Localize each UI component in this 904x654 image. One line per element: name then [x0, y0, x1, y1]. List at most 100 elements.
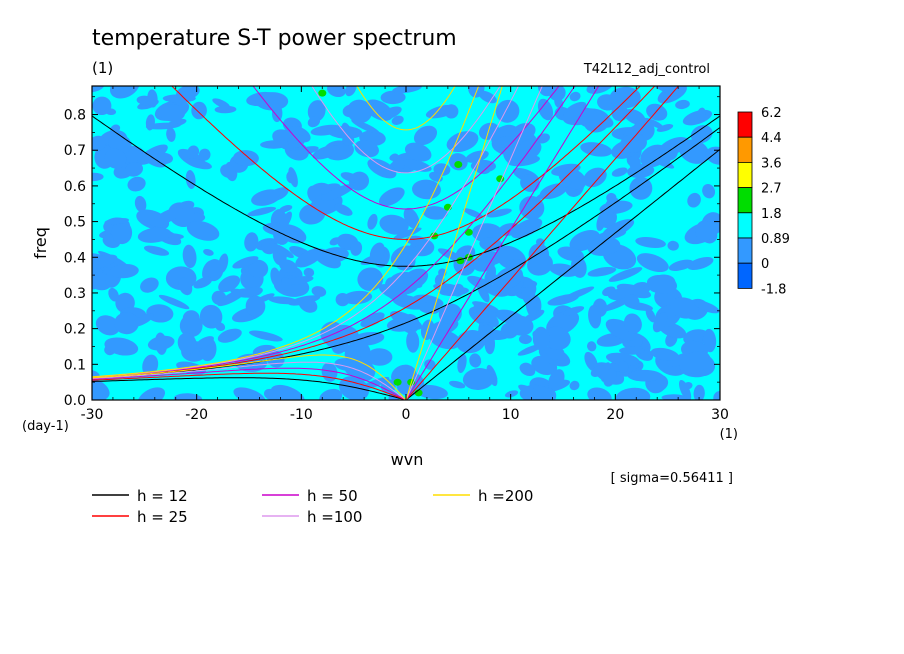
contour-patch-low [232, 256, 259, 269]
contour-patch-low [147, 335, 175, 351]
contour-patch-low [652, 312, 668, 333]
contour-patch-low [607, 202, 620, 214]
kelvin-curve [405, 86, 543, 400]
contour-patch-low [486, 208, 512, 218]
y-unit-label: (day-1) [22, 419, 69, 434]
contour-patch-low [379, 106, 402, 120]
contour-patch-low [185, 158, 212, 170]
chart-subtitle-right: T42L12_adj_control [583, 62, 710, 77]
contour-patch-low [268, 296, 298, 305]
contour-patch-low [602, 286, 616, 297]
legend-label: h = 50 [307, 487, 358, 505]
contour-patch-low [360, 312, 385, 328]
contour-patch-low [307, 100, 326, 122]
contour-patch-low [690, 125, 713, 144]
contour-patch-low [504, 390, 519, 398]
legend-label: h =100 [307, 508, 362, 526]
contour-patch-low [159, 104, 186, 122]
x-tick-label: -30 [81, 407, 104, 423]
kelvin-curve [405, 86, 680, 400]
contour-patch-low [527, 252, 553, 276]
contour-patch-high [393, 378, 402, 386]
contour-patch-low [617, 360, 629, 373]
x-unit-label: (1) [720, 427, 738, 442]
contour-patch-low [339, 376, 369, 400]
contour-patch-low [270, 384, 305, 400]
contour-patch-low [285, 276, 314, 285]
contour-patch-low [299, 203, 326, 225]
contour-patch-low [563, 306, 585, 316]
contour-patch-low [92, 378, 110, 400]
contour-patch-low [596, 210, 608, 231]
contour-patch-low [379, 214, 409, 235]
contour-patch-low [406, 330, 420, 353]
x-tick-label: 30 [711, 407, 729, 423]
contour-patch-low [233, 150, 259, 167]
contour-patch-low [307, 116, 321, 128]
contour-patch-low [104, 337, 139, 356]
contour-patch-low [162, 94, 196, 103]
contour-patch-low [605, 352, 640, 366]
gravity-curve [311, 86, 501, 174]
y-tick-label: 0.7 [64, 143, 86, 159]
colorbar-swatch [737, 161, 753, 188]
contour-patch-low [569, 380, 580, 391]
contour-patch-low [247, 206, 277, 217]
contour-patch-low [193, 276, 213, 289]
contour-patch-low [329, 237, 341, 246]
contour-patch-low [560, 178, 572, 188]
contour-patch-low [619, 346, 645, 355]
contour-patch-low [142, 354, 159, 377]
contour-patch-low [518, 384, 547, 400]
contour-patch-low [646, 103, 668, 121]
contour-patch-low [335, 293, 350, 307]
contour-patch-low [605, 318, 638, 341]
contour-patch-low [323, 253, 341, 266]
contour-patch-low [350, 240, 363, 256]
contour-patch-low [470, 357, 482, 365]
rossby-curve [92, 377, 409, 400]
contour-patch-low [705, 146, 720, 165]
colorbar-swatch [737, 212, 753, 239]
contour-patch-low [199, 304, 223, 329]
contour-patch-low [521, 286, 537, 308]
contour-patch-low [342, 134, 355, 146]
contour-patch-low [587, 237, 621, 256]
contour-patch-low [104, 217, 130, 225]
contour-patch-low [495, 266, 524, 289]
contour-patch-low [449, 380, 466, 389]
colorbar-swatch [737, 136, 753, 163]
contour-patch-low [473, 257, 496, 272]
contour-patch-low [354, 140, 379, 158]
contour-patch-low [650, 347, 679, 361]
contour-patch-low [679, 380, 692, 400]
contour-patch-low [321, 184, 355, 201]
contour-patch-low [150, 206, 183, 227]
y-axis: 0.0 0.1 0.2 0.3 0.4 0.5 0.6 0.7 0.8 [64, 96, 720, 409]
contour-patch-low [215, 322, 226, 331]
colorbar-label: 6.2 [761, 106, 782, 121]
contour-patch-low [255, 92, 289, 111]
contour-patch-high [464, 228, 473, 236]
colorbar-label: 3.6 [761, 156, 782, 171]
contour-patch-low [158, 294, 190, 310]
contour-patch-low [569, 91, 581, 102]
contour-patch-low [611, 104, 629, 122]
contour-patch-high [454, 161, 463, 168]
contour-patch-low [191, 101, 207, 120]
contour-patch-low [601, 297, 632, 312]
contour-patch-low [543, 326, 571, 350]
y-tick-label: 0.2 [64, 322, 86, 338]
contour-patch-low [92, 254, 118, 269]
contour-patch-low [186, 221, 220, 241]
mixed-rossby-gravity-curve [92, 86, 520, 378]
contour-patch-low [506, 259, 526, 267]
contour-patch-low [412, 179, 441, 200]
contour-patch-low [345, 86, 357, 97]
contour-patch-low [195, 336, 214, 349]
contour-patch-low [198, 148, 211, 161]
contour-patch-low [687, 257, 714, 270]
kelvin-curve [405, 86, 600, 400]
contour-patch-low [652, 86, 684, 96]
contour-patch-low [670, 297, 699, 319]
